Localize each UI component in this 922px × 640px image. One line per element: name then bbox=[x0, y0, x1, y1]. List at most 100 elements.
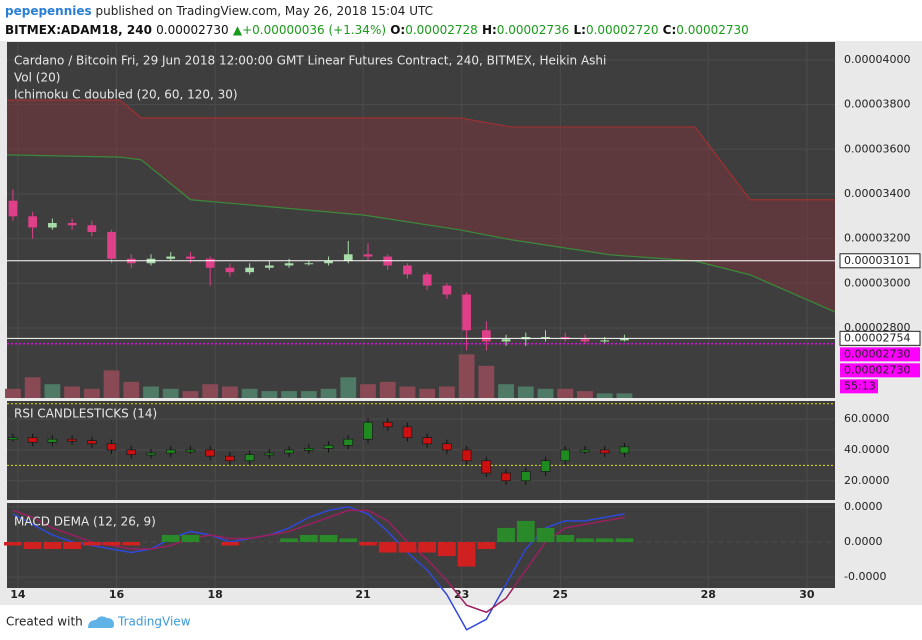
marks: 14 16 18 21 23 25 28 30 0.00004000 0.00003800 0.00… bbox=[4, 42, 921, 631]
candle-body bbox=[501, 339, 511, 342]
candle-body bbox=[600, 340, 610, 342]
rsi-body bbox=[501, 472, 511, 482]
price-badge: 0.00002730 bbox=[840, 363, 920, 378]
rsi-body bbox=[67, 438, 77, 442]
rsi-body bbox=[323, 445, 334, 449]
y-tick-label: 0.0000 bbox=[844, 500, 883, 513]
macd-histogram bbox=[319, 534, 338, 542]
candle-body bbox=[225, 267, 235, 273]
x-tick-label: 28 bbox=[701, 588, 716, 601]
macd-histogram bbox=[516, 520, 535, 542]
x-tick-label: 16 bbox=[109, 588, 125, 601]
cloud-top bbox=[7, 99, 835, 201]
footer-created: Created with bbox=[6, 615, 83, 629]
y-tick-label: 20.0000 bbox=[844, 474, 890, 487]
y-tick-label: 0.00003200 bbox=[844, 232, 910, 245]
rsi-body bbox=[185, 449, 196, 453]
volume-bar bbox=[498, 384, 514, 398]
rsi-body bbox=[422, 437, 432, 445]
rsi-body bbox=[363, 421, 373, 440]
volume-bar bbox=[44, 384, 61, 398]
volume-bar bbox=[439, 386, 455, 398]
badge-label: 0.00002754 bbox=[844, 331, 910, 344]
rsi-body bbox=[461, 449, 472, 462]
badge-label: 55:13 bbox=[844, 379, 876, 392]
x-tick-label: 14 bbox=[10, 588, 26, 601]
cloud-area bbox=[7, 100, 835, 312]
ohlc-key: O: bbox=[390, 23, 405, 37]
rsi-body bbox=[304, 448, 314, 451]
volume-bar bbox=[419, 388, 436, 398]
rsi-body bbox=[521, 471, 531, 482]
candle-body bbox=[265, 265, 274, 268]
y-tick-label: 0.00002800 bbox=[844, 321, 910, 334]
price-badge: 55:13 bbox=[840, 379, 878, 394]
candle-body bbox=[186, 256, 195, 259]
volume-bar bbox=[399, 386, 416, 398]
ohlc-value: 0.00002736 bbox=[497, 23, 570, 37]
quote-line: BITMEX:ADAM18, 240 0.00002730 ▲+0.000000… bbox=[5, 23, 749, 37]
volume-bar bbox=[143, 386, 159, 398]
candle-body bbox=[541, 336, 550, 338]
header-line: pepepennies published on TradingView.com… bbox=[5, 4, 433, 18]
badge-box bbox=[839, 253, 921, 269]
macd-histogram bbox=[615, 538, 634, 542]
volume-bar bbox=[202, 384, 219, 398]
candle-body bbox=[8, 200, 18, 217]
badge-label: 0.00003101 bbox=[844, 254, 910, 267]
y-tick-label: 0.00003000 bbox=[844, 276, 910, 289]
volume-bar bbox=[517, 386, 534, 398]
x-tick-label: 23 bbox=[454, 588, 469, 601]
macd-histogram bbox=[556, 534, 575, 542]
rsi-body bbox=[619, 446, 630, 454]
y-tick-label: 0.0000 bbox=[844, 535, 883, 548]
rsi-body bbox=[27, 437, 38, 443]
candle-body bbox=[107, 231, 116, 259]
y-tick-label: 0.00003800 bbox=[844, 98, 910, 111]
macd-histogram bbox=[418, 541, 437, 553]
macd-histogram bbox=[4, 541, 22, 546]
candle-body bbox=[620, 338, 629, 341]
y-tick-label: -0.0000 bbox=[844, 570, 886, 583]
rsi-body bbox=[540, 460, 551, 472]
last-price: 0.00002730 bbox=[156, 23, 229, 37]
rsi-body bbox=[205, 449, 215, 457]
macd-histogram bbox=[339, 538, 358, 542]
candle-body bbox=[48, 223, 57, 228]
footer-brand[interactable]: TradingView bbox=[117, 615, 191, 629]
volume-bar bbox=[340, 377, 357, 398]
volume-bar bbox=[320, 388, 337, 398]
author[interactable]: pepepennies bbox=[5, 4, 92, 18]
indicator-label: Ichimoku C doubled (20, 60, 120, 30) bbox=[14, 88, 238, 102]
x-tick-label: 21 bbox=[355, 588, 370, 601]
indicator-label: Vol (20) bbox=[14, 71, 60, 85]
volume-bar bbox=[458, 354, 475, 398]
macd-histogram bbox=[359, 541, 377, 546]
volume-bar bbox=[162, 388, 179, 398]
macd-histogram bbox=[497, 527, 515, 542]
y-tick-label: 0.00003400 bbox=[844, 187, 910, 200]
macd-histogram bbox=[43, 541, 62, 550]
price-badge: 0.00002754 bbox=[839, 330, 921, 346]
rsi-body bbox=[244, 454, 255, 462]
macd-histogram bbox=[398, 541, 417, 553]
ohlc-key: C: bbox=[663, 23, 677, 37]
rsi-body bbox=[284, 449, 294, 454]
rsi-body bbox=[442, 443, 452, 451]
volume-bar bbox=[537, 388, 554, 398]
candle-body bbox=[28, 216, 37, 228]
macd-histogram bbox=[63, 541, 81, 550]
ohlc-key: L: bbox=[574, 23, 586, 37]
volume-bar bbox=[5, 388, 21, 398]
y-tick-label: 60.0000 bbox=[844, 412, 890, 425]
candle-body bbox=[462, 294, 471, 331]
footer-logo[interactable] bbox=[88, 616, 114, 628]
rsi-body bbox=[106, 443, 117, 451]
candle-body bbox=[87, 225, 97, 232]
volume-bar bbox=[616, 393, 633, 398]
published: published on TradingView.com, May 26, 20… bbox=[96, 4, 433, 18]
price-title: Cardano / Bitcoin Fri, 29 Jun 2018 12:00… bbox=[14, 54, 606, 68]
rsi-body bbox=[599, 449, 610, 454]
volume-bar bbox=[83, 388, 100, 398]
